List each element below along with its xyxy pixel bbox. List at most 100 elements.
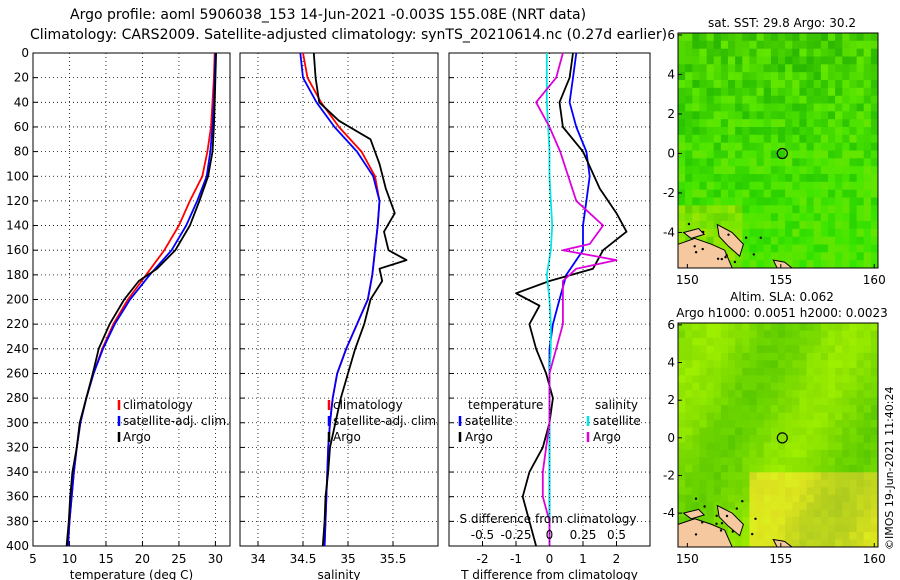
sst_map-cell: [863, 127, 872, 136]
sst_map-cell: [749, 244, 757, 253]
sla_map-cell: [742, 524, 750, 533]
sla_map-cell: [742, 517, 750, 526]
difference-legend-salinity-label: Argo: [593, 430, 621, 444]
sla_map-cell: [799, 479, 807, 488]
temperature-xtick-label: 5: [29, 552, 37, 566]
sla_map-cell: [756, 337, 765, 346]
sst_map-island-dot: [724, 256, 727, 259]
sst_map-ytick-label: 4: [667, 67, 675, 81]
sla_map-cell: [813, 367, 822, 376]
depth-tick-label: 20: [14, 71, 29, 85]
sla_map-cell: [792, 442, 800, 451]
sla_map-cell: [820, 345, 829, 354]
sla_map-cell: [799, 412, 807, 421]
sla_map-cell: [699, 405, 707, 414]
sla_map-cell: [849, 412, 857, 421]
sla_map-cell: [842, 517, 850, 526]
sla_map-cell: [799, 367, 807, 376]
sst_map-cell: [678, 119, 686, 128]
sla_map-cell: [813, 517, 822, 526]
sla_map-cell: [770, 479, 779, 488]
sla_map-cell: [763, 479, 772, 488]
sst_map-cell: [678, 181, 686, 191]
sla_map-cell: [728, 494, 736, 503]
sst_map-cell: [856, 87, 865, 97]
sst_map-cell: [870, 119, 879, 128]
sla_map-cell: [792, 367, 800, 376]
sst_map-cell: [749, 260, 757, 269]
sst_map-cell: [813, 205, 822, 214]
sla_map-cell: [842, 390, 850, 399]
sst_map-cell: [856, 56, 865, 65]
sla_map-cell: [692, 472, 700, 481]
sst_map-cell: [799, 197, 807, 206]
sla_map-cell: [863, 472, 872, 481]
sla_map-cell: [863, 412, 872, 421]
sst_map-cell: [735, 197, 743, 206]
sla_map-cell: [856, 442, 865, 451]
sla_map-cell: [742, 382, 750, 391]
sla_map-cell: [835, 352, 843, 361]
sst_map-cell: [778, 181, 786, 191]
sst_map-cell: [792, 127, 800, 136]
sst_map-cell: [849, 213, 857, 222]
depth-tick-label: 140: [6, 219, 29, 233]
sst_map-ytick-label: 2: [667, 107, 675, 121]
sst_map-cell: [842, 103, 850, 112]
sst_map-cell: [870, 33, 879, 42]
sst_map-cell: [828, 56, 836, 65]
sla_map-cell: [742, 449, 750, 458]
sst_map-cell: [770, 221, 779, 230]
sst_map-cell: [870, 221, 879, 230]
sst_map-cell: [742, 103, 750, 112]
sst_map-cell: [770, 166, 779, 175]
sst_map-cell: [728, 260, 736, 269]
sla_map-cell: [756, 420, 765, 429]
sla_map-cell: [706, 442, 715, 451]
sst_map-cell: [870, 134, 879, 144]
sla_map-cell: [749, 345, 757, 354]
sla_map-cell: [770, 464, 779, 473]
sst_map-island-dot: [694, 251, 698, 254]
sla_map-cell: [763, 472, 772, 481]
difference-panel: -2 -1 0 1 2T difference from climatologytemp…: [448, 52, 651, 580]
sla_map-cell: [713, 367, 722, 376]
sla_map-cell: [742, 442, 750, 451]
sla_map-cell: [735, 427, 743, 436]
sst_map-cell: [763, 87, 772, 97]
sla_map-cell: [742, 337, 750, 346]
sst_map-cell: [842, 252, 850, 261]
sla_map-cell: [820, 323, 829, 331]
sst_map-cell: [742, 33, 750, 42]
sst_map-cell: [685, 150, 693, 159]
sla_map-cell: [720, 449, 729, 458]
sla_map-cell: [785, 420, 793, 429]
sla_map-cell: [763, 509, 772, 518]
sla_map-cell: [863, 330, 872, 339]
sla_map-cell: [678, 449, 686, 458]
sst_map-cell: [820, 103, 829, 112]
sla_map-island-dot: [735, 507, 738, 510]
sla_map-cell: [735, 420, 743, 429]
sla_map-cell: [835, 532, 843, 541]
sst_map-cell: [713, 158, 722, 167]
sla_map-cell: [785, 524, 793, 533]
sst_map-cell: [749, 174, 757, 183]
sst_map-land: [716, 223, 744, 258]
sla_map-island-dot: [715, 522, 718, 525]
sst_map-cell: [813, 228, 822, 238]
sst_map-cell: [835, 181, 843, 191]
sst_map-cell: [706, 189, 715, 198]
sla_map-cell: [770, 405, 779, 414]
sst_map-ytick-label: -2: [663, 186, 675, 200]
sla_map-cell: [813, 397, 822, 406]
sst_map-cell: [842, 48, 850, 57]
sla_map-cell: [770, 397, 779, 406]
sst_map-cell: [835, 260, 843, 269]
sla_map-cell: [799, 539, 807, 548]
sla_map-cell: [713, 472, 722, 481]
difference-legend-temperature-title: temperature: [468, 398, 543, 412]
sst_map-cell: [770, 150, 779, 159]
sla_map-cell: [863, 524, 872, 533]
